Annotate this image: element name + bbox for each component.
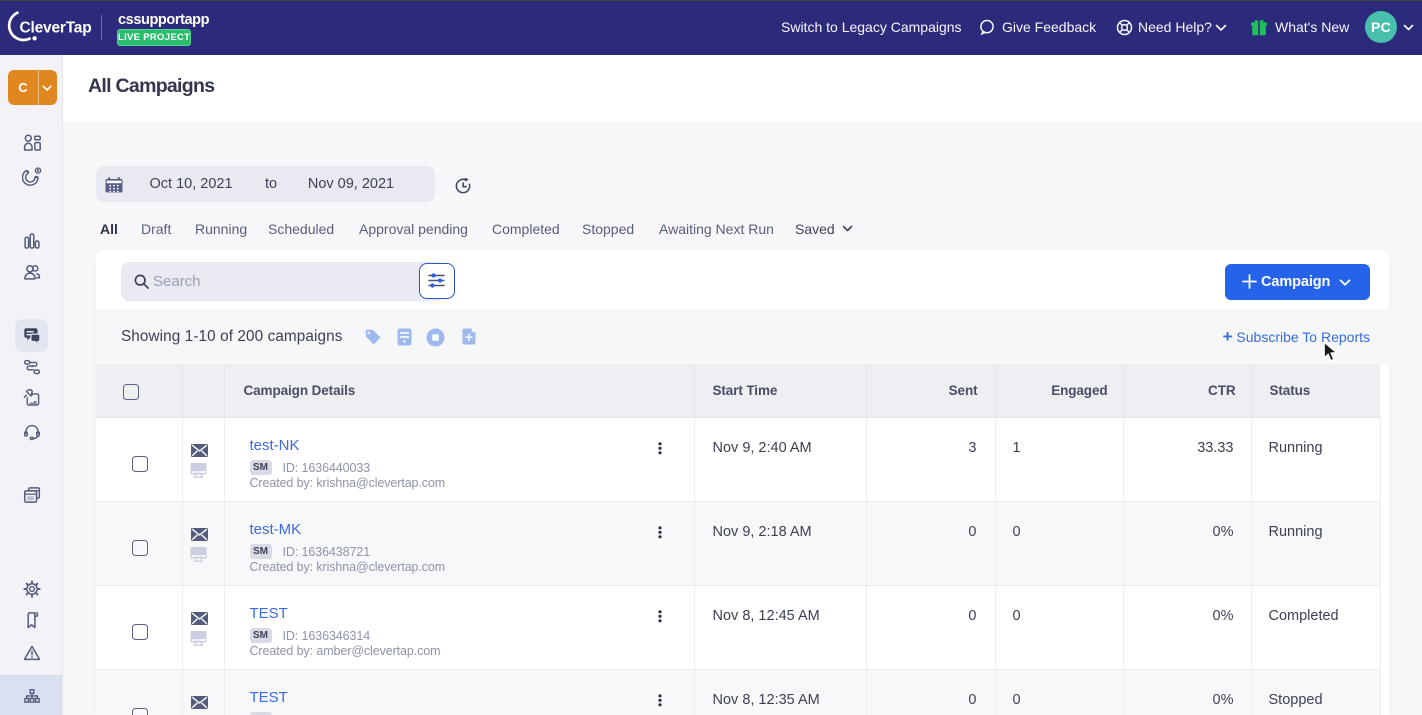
svg-text:CleverTap: CleverTap [20, 20, 92, 37]
